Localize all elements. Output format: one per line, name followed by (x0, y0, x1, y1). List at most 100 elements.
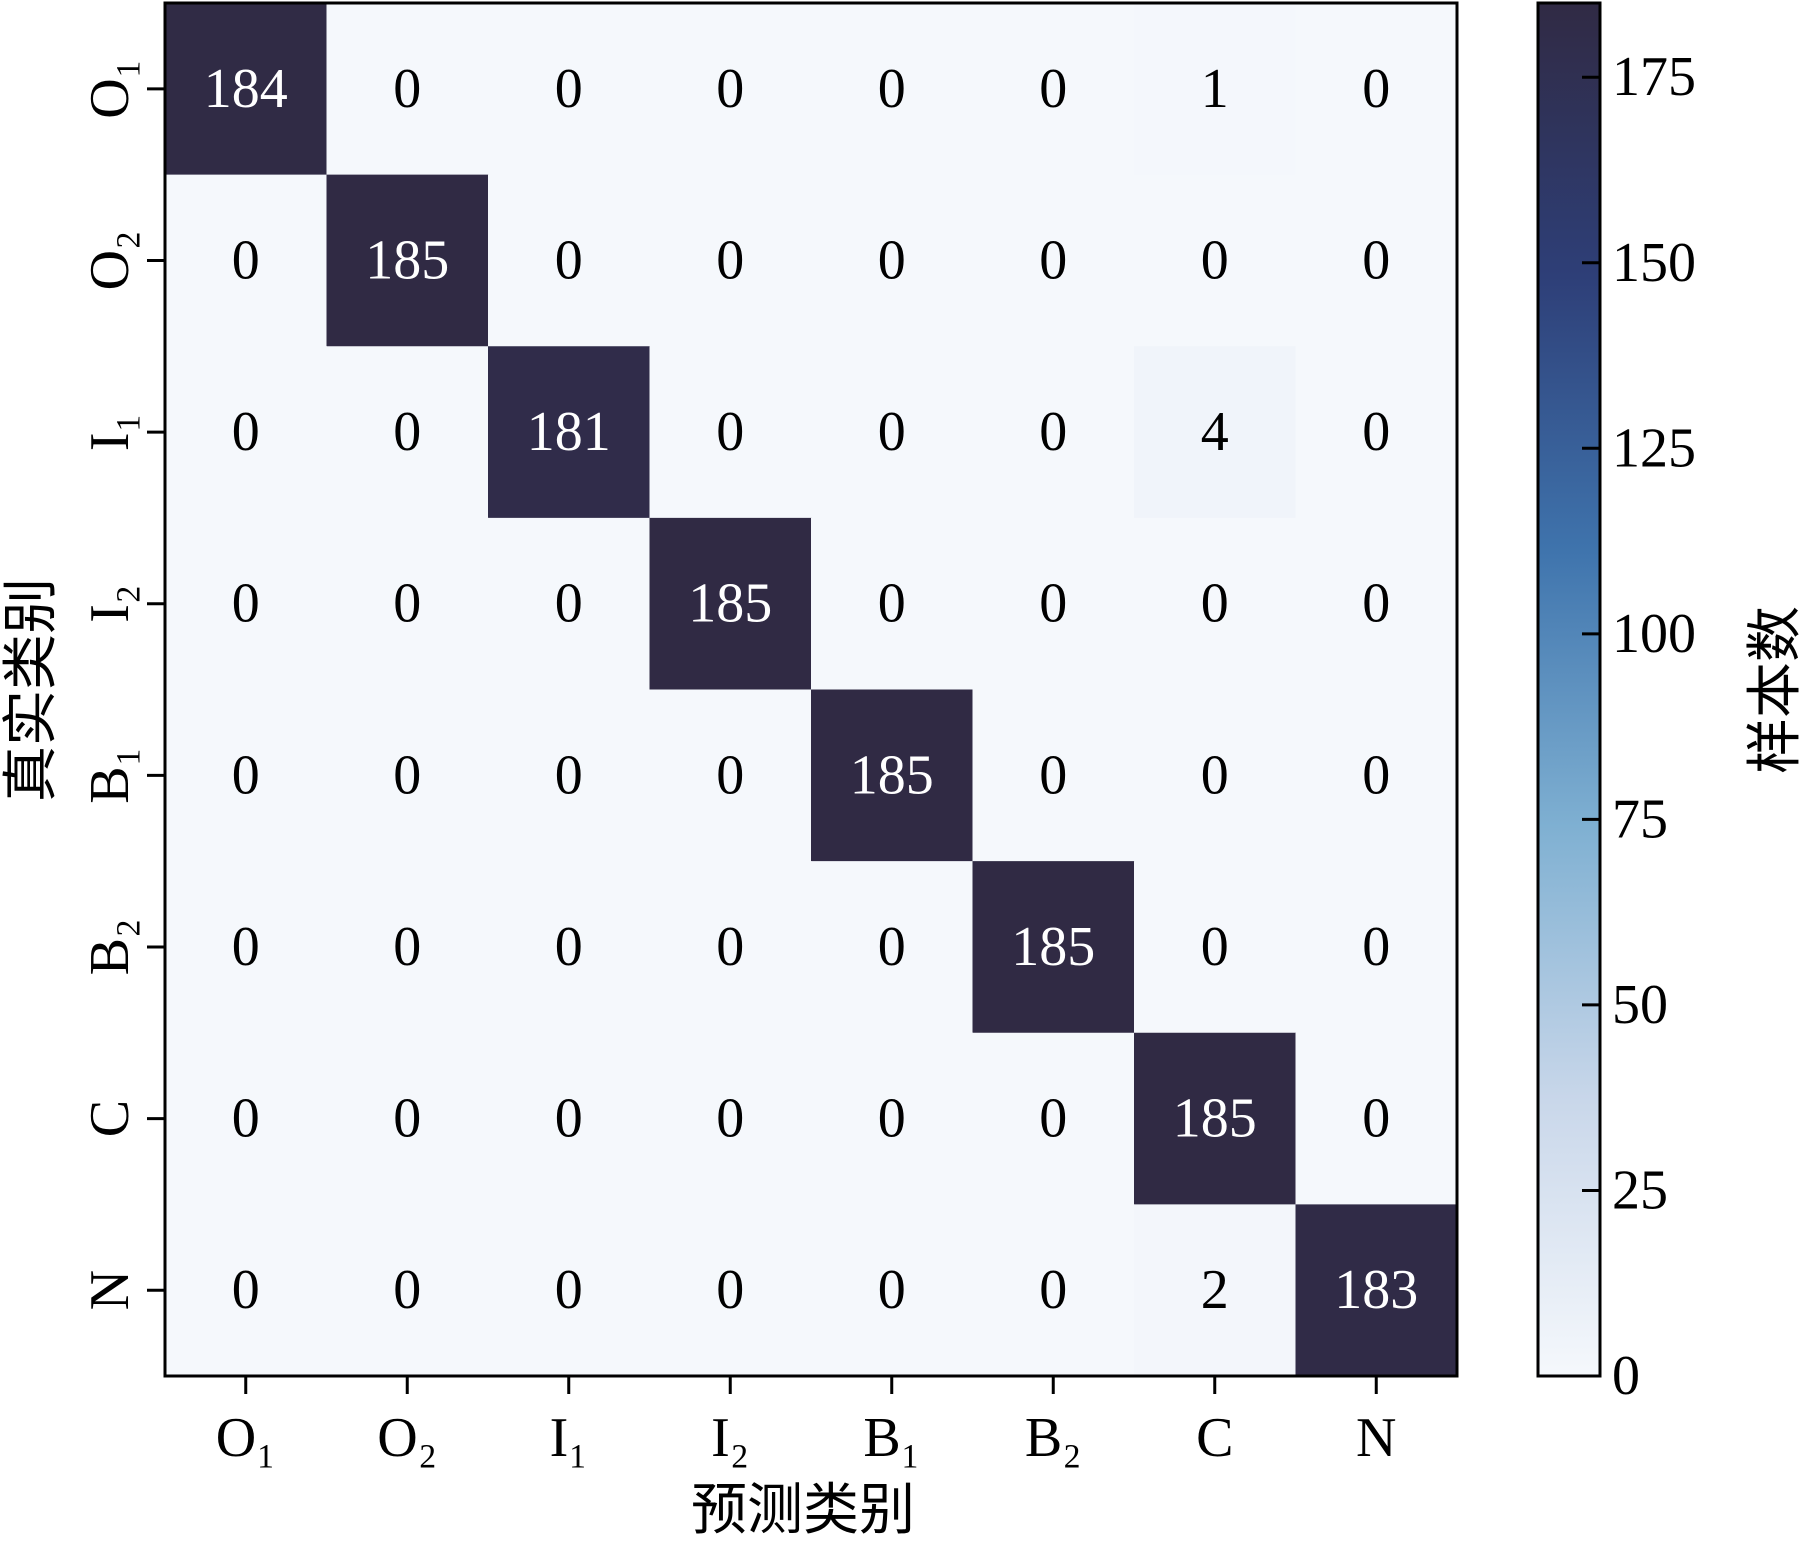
heatmap-cell (326, 3, 489, 176)
heatmap-cell (488, 3, 650, 176)
cell-label: 0 (1201, 229, 1229, 291)
cell-label: 0 (555, 229, 583, 291)
x-tick-label: I₂ (711, 1407, 749, 1469)
cell-label: 0 (1039, 573, 1067, 635)
x-tick-label: O₁ (216, 1407, 276, 1469)
heatmap-cell (972, 3, 1135, 176)
y-axis-label: 真实类别 (1, 578, 63, 802)
cell-label: 0 (1362, 573, 1390, 635)
cell-label: 0 (393, 1088, 421, 1150)
y-tick-label: N (79, 1270, 141, 1310)
heatmap-cell (972, 174, 1135, 347)
y-tick-label: C (79, 1100, 141, 1137)
x-tick-label: I₁ (550, 1407, 588, 1469)
cell-label: 0 (878, 58, 906, 120)
cell-label: 183 (1334, 1259, 1418, 1321)
cell-label: 0 (1362, 1088, 1390, 1150)
heatmap-cell (811, 689, 973, 862)
cell-label: 0 (878, 229, 906, 291)
y-tick-label: B₁ (79, 747, 141, 804)
cell-label: 0 (555, 916, 583, 978)
heatmap-cell (1134, 174, 1296, 347)
heatmap-cell (649, 1032, 812, 1205)
heatmap-cell (165, 861, 327, 1034)
cell-label: 0 (555, 573, 583, 635)
cell-label: 0 (393, 1259, 421, 1321)
colorbar (1536, 1, 1602, 1378)
cell-label: 4 (1201, 401, 1229, 463)
heatmap-cell (1134, 689, 1296, 862)
cell-label: 185 (850, 744, 934, 806)
cell-label: 0 (1201, 916, 1229, 978)
heatmap-cell (1295, 1032, 1458, 1205)
cell-label: 0 (716, 401, 744, 463)
heatmap-cell (972, 689, 1135, 862)
cell-label: 0 (1039, 58, 1067, 120)
cell-label: 0 (232, 1088, 260, 1150)
heatmap-cell (972, 517, 1135, 690)
heatmap-cell (1134, 1032, 1296, 1205)
heatmap-cell (165, 3, 327, 176)
cell-label: 0 (1362, 744, 1390, 806)
x-tick-label: O₂ (377, 1407, 437, 1469)
cell-label: 0 (878, 1088, 906, 1150)
heatmap-cell (488, 174, 650, 347)
heatmap-cell (1295, 517, 1458, 690)
cell-label: 0 (232, 401, 260, 463)
heatmap-cell (1134, 517, 1296, 690)
heatmap-cell (1295, 1204, 1458, 1377)
x-tick-label: B₁ (863, 1407, 920, 1469)
heatmap-cell (1295, 174, 1458, 347)
cell-label: 0 (232, 573, 260, 635)
colorbar-tick-label: 125 (1612, 417, 1696, 479)
cell-label: 185 (688, 573, 772, 635)
heatmap-cell (649, 517, 812, 690)
x-tick-label: B₂ (1025, 1407, 1082, 1469)
cell-label: 0 (1362, 58, 1390, 120)
cell-label: 0 (555, 58, 583, 120)
cell-label: 0 (232, 229, 260, 291)
heatmap-cell (811, 3, 973, 176)
cell-label: 0 (1039, 1259, 1067, 1321)
cell-label: 0 (555, 744, 583, 806)
cell-label: 185 (1011, 916, 1095, 978)
cell-label: 0 (555, 1088, 583, 1150)
heatmap-cell (1134, 1204, 1296, 1377)
cell-label: 0 (1039, 744, 1067, 806)
heatmap-cell (165, 517, 327, 690)
cell-label: 0 (1039, 401, 1067, 463)
heatmap-cell (972, 861, 1135, 1034)
cell-label: 0 (878, 573, 906, 635)
y-tick-label: B₂ (79, 919, 141, 976)
heatmap-cell (649, 1204, 812, 1377)
cell-label: 181 (527, 401, 611, 463)
heatmap-cell (811, 174, 973, 347)
heatmap-cell (972, 346, 1135, 519)
cell-label: 0 (716, 58, 744, 120)
cell-label: 0 (393, 401, 421, 463)
heatmap-cell (165, 174, 327, 347)
cell-label: 0 (716, 229, 744, 291)
heatmap-cell (326, 1032, 489, 1205)
colorbar-label: 样本数 (1745, 606, 1807, 774)
cell-label: 0 (716, 916, 744, 978)
heatmap-cell (811, 1204, 973, 1377)
cell-label: 0 (716, 1259, 744, 1321)
heatmap-cell (972, 1204, 1135, 1377)
cell-label: 185 (1173, 1088, 1257, 1150)
heatmap-cell (972, 1032, 1135, 1205)
cell-label: 185 (365, 229, 449, 291)
colorbar-tick-label: 75 (1612, 788, 1668, 850)
heatmap-cell (1295, 346, 1458, 519)
heatmap-cell (488, 517, 650, 690)
heatmap-cell (811, 861, 973, 1034)
heatmap-cell (811, 1032, 973, 1205)
cell-label: 0 (1362, 916, 1390, 978)
heatmap-cell (326, 689, 489, 862)
cell-label: 0 (1039, 1088, 1067, 1150)
heatmap-cell (811, 517, 973, 690)
y-tick-label: I₂ (79, 585, 141, 623)
heatmap-cell (811, 346, 973, 519)
colorbar-tick-label: 25 (1612, 1159, 1668, 1221)
cell-label: 0 (1362, 229, 1390, 291)
